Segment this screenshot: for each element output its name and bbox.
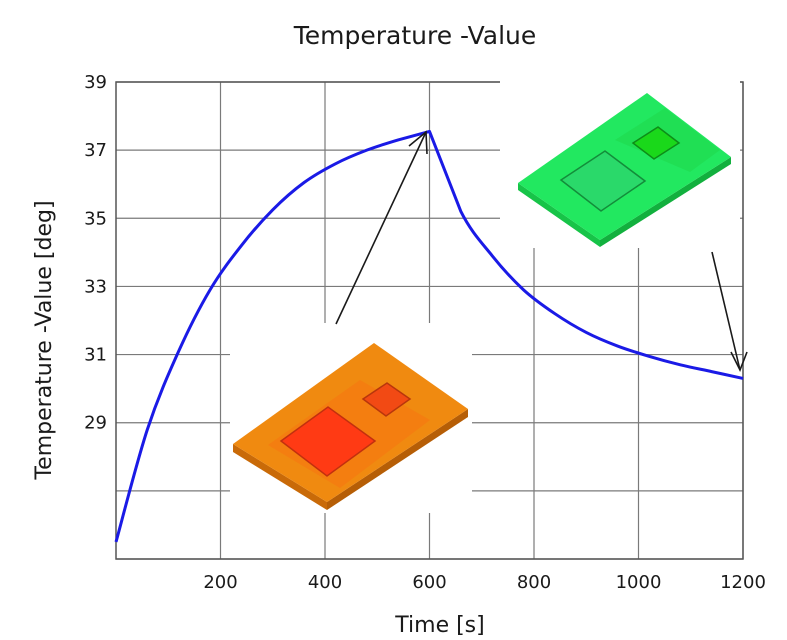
- temperature-series-line: [114, 129, 744, 543]
- annotation-arrows: [335, 130, 748, 372]
- arrow-to-peak-head: [408, 130, 428, 155]
- cooled-board-large-chip: [559, 150, 647, 212]
- series-layer: [114, 129, 744, 543]
- y-tick-label: 31: [84, 345, 107, 366]
- heated-board-side-right: [327, 409, 468, 510]
- arrow-to-end-head: [730, 351, 748, 372]
- y-tick-label: 39: [84, 72, 107, 93]
- y-axis-label: Temperature -Value [deg]: [32, 200, 57, 480]
- heated-board-large-chip: [279, 406, 377, 477]
- heated-board-inset: [230, 323, 472, 513]
- y-tick-label: 33: [84, 276, 107, 297]
- y-tick-labels: 29 31 33 35 37 39: [84, 72, 107, 434]
- x-tick-label: 600: [412, 572, 446, 593]
- x-tick-label: 1200: [720, 572, 766, 593]
- y-tick-label: 37: [84, 140, 107, 161]
- arrow-to-peak: [335, 131, 427, 325]
- cooled-board-side-right: [600, 157, 731, 247]
- arrow-to-end: [711, 251, 741, 371]
- cooled-board-inset: [500, 70, 740, 248]
- x-tick-label: 1000: [616, 572, 662, 593]
- cooled-board-small-chip: [631, 126, 681, 160]
- heated-board-side: [233, 444, 327, 510]
- x-axis-label: Time [s]: [394, 613, 484, 638]
- x-tick-label: 400: [308, 572, 342, 593]
- chart-title: Temperature -Value: [293, 21, 537, 50]
- y-tick-label: 29: [84, 413, 107, 434]
- plot-frame: [115, 81, 744, 560]
- x-tick-label: 200: [203, 572, 237, 593]
- cooled-board-side: [518, 183, 600, 247]
- heated-board-small-chip: [361, 382, 412, 417]
- y-tick-label: 35: [84, 208, 107, 229]
- x-tick-labels: 200 400 600 800 1000 1200: [203, 572, 766, 593]
- x-tick-label: 800: [517, 572, 551, 593]
